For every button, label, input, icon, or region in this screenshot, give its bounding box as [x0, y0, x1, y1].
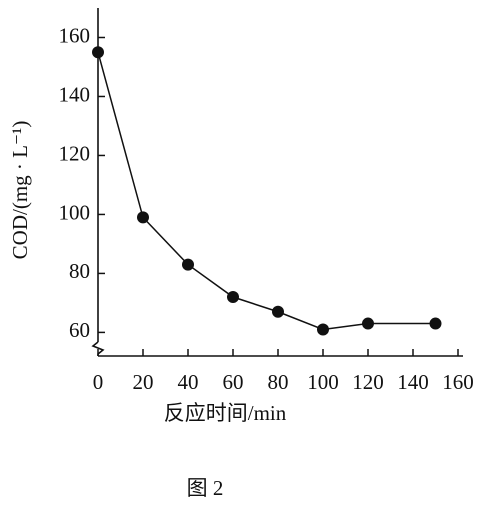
point — [317, 323, 329, 336]
x-tick-label: 80 — [268, 370, 289, 394]
y-tick-label: 60 — [69, 318, 90, 342]
x-tick-label: 120 — [352, 370, 384, 394]
x-tick-label: 160 — [442, 370, 474, 394]
y-tick-label: 100 — [59, 200, 91, 224]
caption: 图 2 — [187, 476, 224, 500]
y-tick-label: 80 — [69, 259, 90, 283]
x-tick-label: 140 — [397, 370, 429, 394]
x-tick-label: 100 — [307, 370, 339, 394]
y-tick-label: 120 — [59, 141, 91, 165]
x-tick-label: 40 — [178, 370, 199, 394]
line — [97, 52, 436, 331]
point — [92, 46, 104, 59]
point — [227, 291, 239, 304]
x-tick-label: 0 — [93, 370, 104, 394]
point — [272, 305, 284, 318]
point — [137, 211, 149, 224]
y-axis-label: COD/(mg · L⁻¹) — [8, 121, 32, 260]
point — [182, 258, 194, 271]
x-tick-label: 20 — [133, 370, 154, 394]
y-tick-label: 160 — [59, 23, 91, 47]
y-tick-label: 140 — [59, 82, 91, 106]
x-tick-label: 60 — [223, 370, 244, 394]
point — [362, 317, 374, 330]
point — [429, 317, 442, 330]
x-axis-label: 反应时间/min — [164, 401, 287, 425]
